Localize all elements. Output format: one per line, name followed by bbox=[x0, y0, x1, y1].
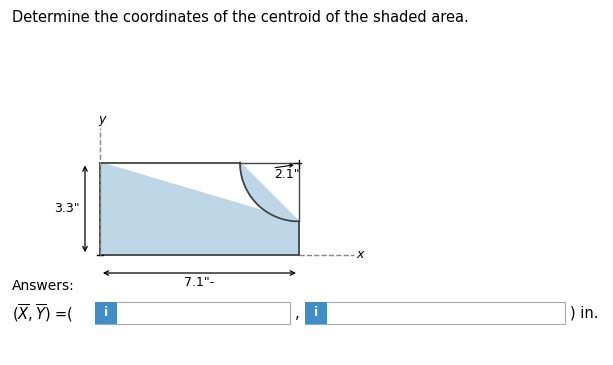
Text: 3.3": 3.3" bbox=[55, 202, 80, 215]
Text: ,: , bbox=[295, 306, 300, 320]
FancyBboxPatch shape bbox=[305, 302, 327, 324]
Text: 7.1"-: 7.1"- bbox=[185, 276, 215, 289]
FancyBboxPatch shape bbox=[95, 302, 290, 324]
Text: y: y bbox=[98, 112, 105, 126]
Text: ) in.: ) in. bbox=[570, 306, 598, 320]
Text: $(\overline{X},\overline{Y})$ =(: $(\overline{X},\overline{Y})$ =( bbox=[12, 302, 74, 324]
Text: Answers:: Answers: bbox=[12, 279, 75, 293]
FancyBboxPatch shape bbox=[95, 302, 117, 324]
Text: i: i bbox=[314, 307, 318, 319]
Text: 2.1": 2.1" bbox=[275, 168, 300, 181]
FancyBboxPatch shape bbox=[305, 302, 565, 324]
Text: i: i bbox=[104, 307, 108, 319]
Text: Determine the coordinates of the centroid of the shaded area.: Determine the coordinates of the centroi… bbox=[12, 10, 469, 25]
Text: x: x bbox=[357, 249, 364, 261]
Polygon shape bbox=[100, 162, 299, 255]
